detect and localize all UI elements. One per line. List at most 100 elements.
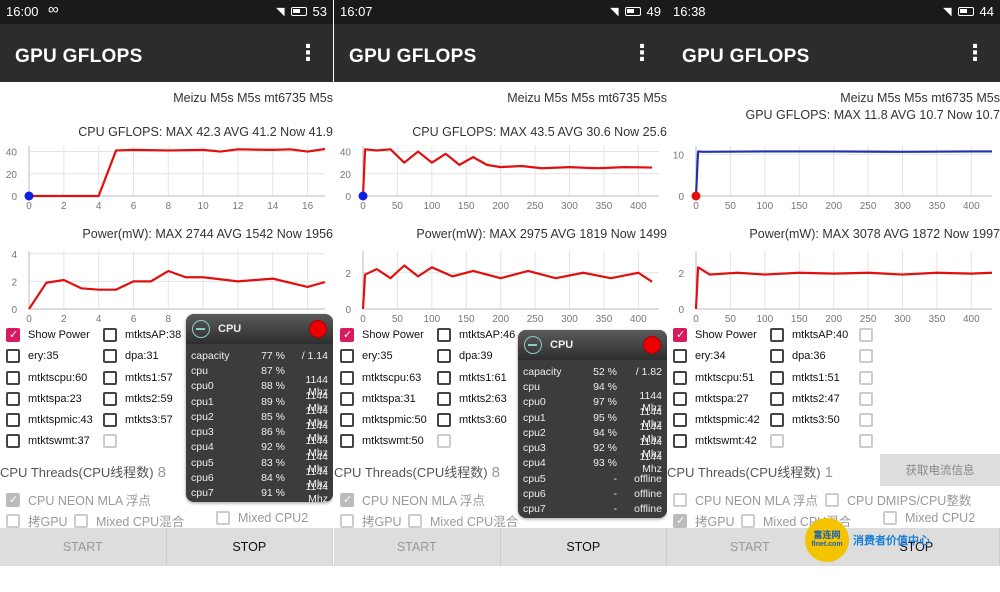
- overflow-menu-icon[interactable]: ⋮: [297, 40, 319, 65]
- sensor-checkbox[interactable]: mtktspa:23: [6, 392, 82, 406]
- x-tick-label: 350: [596, 314, 613, 325]
- popup-row: cpu3 86 % 1144 Mhz: [191, 420, 328, 444]
- sensor-checkbox[interactable]: mtktscpu:63: [340, 371, 421, 385]
- sensor-checkbox[interactable]: mtkts2:63: [437, 392, 507, 406]
- start-button[interactable]: START: [0, 528, 167, 566]
- get-current-info-button[interactable]: 获取电流信息: [880, 454, 1000, 486]
- show-power-checkbox[interactable]: Show Power: [340, 328, 424, 342]
- empty-checkbox[interactable]: [859, 413, 881, 427]
- gpu-checkbox[interactable]: 拷GPU: [340, 511, 402, 530]
- sensor-checkbox[interactable]: mtkts2:59: [103, 392, 173, 406]
- checkbox-box: [673, 328, 687, 342]
- checkbox-label: mtktsAP:46: [459, 329, 516, 341]
- row-name: cpu3: [523, 442, 546, 455]
- stop-button[interactable]: STOP: [167, 528, 333, 566]
- gpu-checkbox[interactable]: 拷GPU: [6, 511, 68, 530]
- start-button[interactable]: START: [334, 528, 501, 566]
- sensor-checkbox[interactable]: mtktspmic:43: [6, 413, 93, 427]
- popup-header[interactable]: CPU: [186, 314, 333, 344]
- checkbox-box: [883, 511, 897, 525]
- empty-checkbox[interactable]: [859, 349, 881, 363]
- checkbox-box: [103, 434, 117, 448]
- sensor-checkbox[interactable]: mtktswmt:37: [6, 434, 90, 448]
- empty-checkbox[interactable]: [437, 434, 459, 448]
- checkbox-label: dpa:31: [125, 350, 159, 362]
- button-bar: START STOP: [0, 528, 333, 566]
- show-power-checkbox[interactable]: Show Power: [6, 328, 90, 342]
- sensor-checkbox[interactable]: mtktswmt:42: [673, 434, 757, 448]
- mixed-cpu2-checkbox[interactable]: Mixed CPU2: [883, 511, 975, 525]
- row-value: 97 %: [593, 396, 617, 409]
- y-tick-label: 0: [678, 305, 684, 316]
- sensor-checkbox[interactable]: dpa:31: [103, 349, 159, 363]
- row-value: 89 %: [261, 395, 285, 408]
- empty-checkbox[interactable]: [859, 371, 881, 385]
- close-icon[interactable]: [309, 320, 327, 338]
- x-tick-label: 2: [61, 201, 67, 212]
- sensor-checkbox[interactable]: mtkts2:47: [770, 392, 840, 406]
- row-value: 92 %: [593, 442, 617, 455]
- sensor-checkbox[interactable]: mtkts3:60: [437, 413, 507, 427]
- sensor-checkbox[interactable]: mtkts1:51: [770, 371, 840, 385]
- popup-header[interactable]: CPU: [518, 330, 667, 360]
- row-name: capacity: [191, 349, 230, 362]
- row-name: cpu2: [523, 426, 546, 439]
- y-tick-label: 2: [678, 269, 684, 280]
- close-icon[interactable]: [643, 336, 661, 354]
- empty-checkbox[interactable]: [770, 434, 792, 448]
- app-title: GPU GFLOPS: [15, 46, 143, 67]
- sensor-checkbox[interactable]: ery:35: [6, 349, 59, 363]
- mixed-cpu-checkbox[interactable]: Mixed CPU混合: [408, 511, 518, 530]
- power-chart-title: Power(mW): MAX 2975 AVG 1819 Now 1499: [416, 227, 667, 241]
- sensor-checkbox[interactable]: mtktspa:31: [340, 392, 416, 406]
- sensor-checkbox[interactable]: mtktspmic:42: [673, 413, 760, 427]
- popup-row: cpu1 89 % 1144 Mhz: [191, 390, 328, 414]
- neon-checkbox[interactable]: CPU NEON MLA 浮点: [6, 490, 151, 509]
- empty-checkbox[interactable]: [103, 434, 125, 448]
- dmips-checkbox[interactable]: CPU DMIPS/CPU整数: [825, 490, 971, 509]
- gflops-chart-title: CPU GFLOPS: MAX 42.3 AVG 41.2 Now 41.9: [78, 125, 333, 139]
- power-chart: 0 50 100 150 200 250 300 350 400 0 2: [678, 251, 993, 325]
- stop-button[interactable]: STOP: [501, 528, 667, 566]
- neon-checkbox[interactable]: CPU NEON MLA 浮点: [673, 490, 818, 509]
- sensor-checkbox[interactable]: mtktspmic:50: [340, 413, 427, 427]
- sensor-checkbox[interactable]: mtkts1:57: [103, 371, 173, 385]
- empty-checkbox[interactable]: [859, 392, 881, 406]
- sensor-checkbox[interactable]: mtkts3:57: [103, 413, 173, 427]
- empty-checkbox[interactable]: [859, 328, 881, 342]
- row-name: cpu7: [523, 503, 546, 516]
- sensor-checkbox[interactable]: mtkts1:61: [437, 371, 507, 385]
- sensor-checkbox[interactable]: dpa:39: [437, 349, 493, 363]
- overflow-menu-icon[interactable]: ⋮: [631, 40, 653, 65]
- show-power-checkbox[interactable]: Show Power: [673, 328, 757, 342]
- sensor-checkbox[interactable]: mtktscpu:51: [673, 371, 754, 385]
- sensor-checkbox[interactable]: mtktswmt:50: [340, 434, 424, 448]
- row-name: cpu6: [191, 472, 214, 485]
- x-tick-label: 100: [756, 201, 773, 212]
- row-value: -: [613, 472, 618, 485]
- sensor-checkbox[interactable]: mtktsAP:46: [437, 328, 515, 342]
- x-tick-label: 14: [267, 201, 279, 212]
- checkbox-label: ery:34: [695, 350, 726, 362]
- checkbox-box: [770, 328, 784, 342]
- sensor-checkbox[interactable]: mtktsAP:40: [770, 328, 848, 342]
- sensor-checkbox[interactable]: ery:34: [673, 349, 726, 363]
- sensor-checkbox[interactable]: ery:35: [340, 349, 393, 363]
- gpu-checkbox[interactable]: 拷GPU: [673, 511, 735, 530]
- sensor-checkbox[interactable]: mtktsAP:38: [103, 328, 181, 342]
- power-chart-title: Power(mW): MAX 3078 AVG 1872 Now 1997: [749, 227, 1000, 241]
- overflow-menu-icon[interactable]: ⋮: [964, 40, 986, 65]
- checkbox-box: [673, 413, 687, 427]
- sensor-checkbox[interactable]: dpa:36: [770, 349, 826, 363]
- sensor-checkbox[interactable]: mtktscpu:60: [6, 371, 87, 385]
- cpu-monitor-popup[interactable]: CPU capacity 52 % / 1.82 cpu 94 % cpu0 97 % 114…: [518, 330, 667, 518]
- sensor-checkbox[interactable]: mtktspa:27: [673, 392, 749, 406]
- mixed-cpu2-checkbox[interactable]: Mixed CPU2: [216, 511, 308, 525]
- mixed-cpu-checkbox[interactable]: Mixed CPU混合: [74, 511, 184, 530]
- neon-checkbox[interactable]: CPU NEON MLA 浮点: [340, 490, 485, 509]
- sensor-checkbox[interactable]: mtkts3:50: [770, 413, 840, 427]
- cpu-monitor-popup[interactable]: CPU capacity 77 % / 1.14 cpu 87 % cpu0 88 % 114…: [186, 314, 333, 502]
- device-label: Meizu M5s M5s mt6735 M5s: [507, 91, 667, 105]
- series-line: [361, 264, 653, 310]
- empty-checkbox[interactable]: [859, 434, 881, 448]
